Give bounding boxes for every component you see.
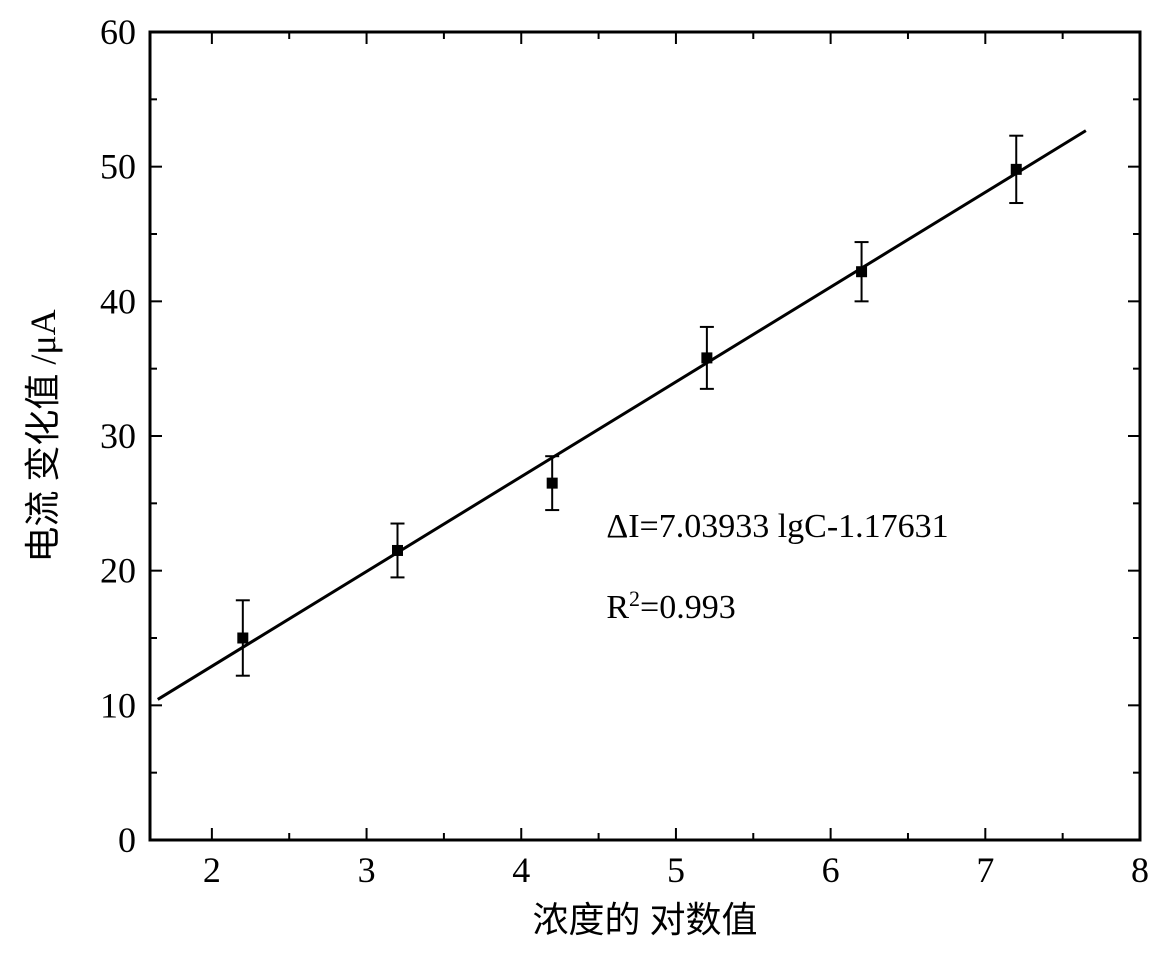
y-axis-label: 电流 变化值 /μA bbox=[23, 309, 63, 562]
data-marker bbox=[1011, 164, 1022, 175]
data-marker bbox=[392, 545, 403, 556]
x-tick-label: 3 bbox=[358, 850, 376, 890]
y-tick-label: 20 bbox=[100, 551, 136, 591]
data-marker bbox=[856, 266, 867, 277]
data-marker bbox=[237, 633, 248, 644]
equation-annotation: ΔI=7.03933 lgC-1.17631 bbox=[606, 508, 948, 545]
y-tick-label: 30 bbox=[100, 416, 136, 456]
x-tick-label: 8 bbox=[1131, 850, 1149, 890]
chart-bg bbox=[0, 0, 1166, 955]
r2-sup: 2 bbox=[629, 585, 640, 610]
x-tick-label: 4 bbox=[512, 850, 530, 890]
y-tick-label: 10 bbox=[100, 685, 136, 725]
y-tick-label: 50 bbox=[100, 147, 136, 187]
r2-annotation: R2=0.993 bbox=[606, 585, 735, 626]
x-tick-label: 5 bbox=[667, 850, 685, 890]
r2-rest: =0.993 bbox=[640, 589, 736, 626]
x-tick-label: 7 bbox=[976, 850, 994, 890]
x-tick-label: 2 bbox=[203, 850, 221, 890]
y-tick-label: 0 bbox=[118, 820, 136, 860]
y-tick-label: 40 bbox=[100, 281, 136, 321]
data-marker bbox=[547, 478, 558, 489]
data-marker bbox=[701, 352, 712, 363]
r2-label: R bbox=[606, 589, 629, 626]
x-tick-label: 6 bbox=[822, 850, 840, 890]
calibration-chart: 2 3 4 5 6 7 8 0 10 20 30 40 50 60 浓度的 对数值 电流 变化值 /μA ΔI=… bbox=[0, 0, 1166, 955]
chart-svg: 2 3 4 5 6 7 8 0 10 20 30 40 50 60 浓度的 对数值 电流 变化值 /μA ΔI=… bbox=[0, 0, 1166, 955]
y-tick-label: 60 bbox=[100, 12, 136, 52]
x-axis-label: 浓度的 对数值 bbox=[532, 900, 757, 940]
